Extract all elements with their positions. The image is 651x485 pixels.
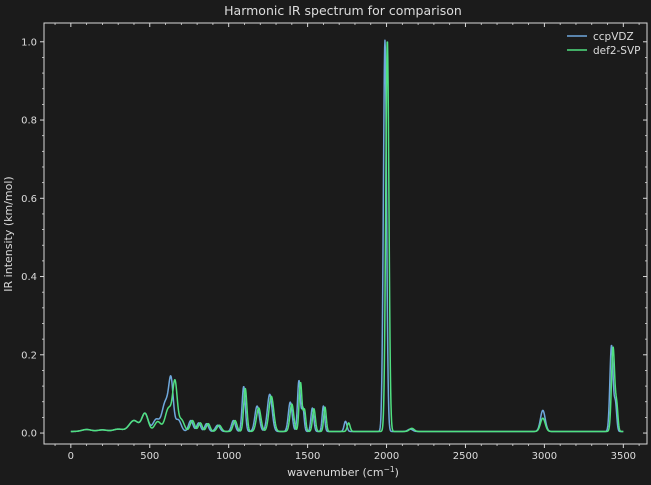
x-tick-label: 1500: [295, 451, 320, 462]
x-tick-label: 2000: [374, 451, 399, 462]
plot-frame: [43, 22, 648, 445]
y-tick-label: 0.6: [21, 194, 37, 205]
y-axis-ticks: 0.0 0.2 0.4 0.6 0.8 1.0: [21, 37, 647, 440]
legend-label: ccpVDZ: [593, 31, 634, 43]
x-tick-label: 500: [140, 451, 159, 462]
x-tick-label: 2500: [453, 451, 478, 462]
x-tick-label: 3500: [611, 451, 636, 462]
x-axis-label-suffix: ): [395, 466, 399, 479]
x-tick-label: 1000: [216, 451, 241, 462]
y-tick-label: 0.4: [21, 272, 37, 283]
x-tick-label: 0: [68, 451, 74, 462]
y-tick-label: 1.0: [21, 37, 37, 48]
series-line-def2-svp: [70, 41, 624, 433]
y-tick-label: 0.8: [21, 116, 37, 127]
x-axis-label-text: wavenumber (cm: [287, 466, 384, 479]
y-axis-label: IR intensity (km/mol): [2, 176, 15, 291]
y-tick-label: 0.2: [21, 350, 37, 361]
legend-label: def2-SVP: [593, 45, 640, 57]
x-axis-ticks: 0 500 1000 1500 2000 2500 3000 3500: [54, 23, 640, 462]
plot-area: [43, 22, 648, 445]
x-axis-label: wavenumber (cm−1): [287, 465, 399, 480]
x-tick-label: 3000: [532, 451, 557, 462]
legend: ccpVDZ def2-SVP: [567, 31, 640, 57]
x-axis-label-superscript: −1: [384, 465, 395, 474]
y-tick-label: 0.0: [21, 429, 37, 440]
chart-title: Harmonic IR spectrum for comparison: [224, 3, 462, 18]
